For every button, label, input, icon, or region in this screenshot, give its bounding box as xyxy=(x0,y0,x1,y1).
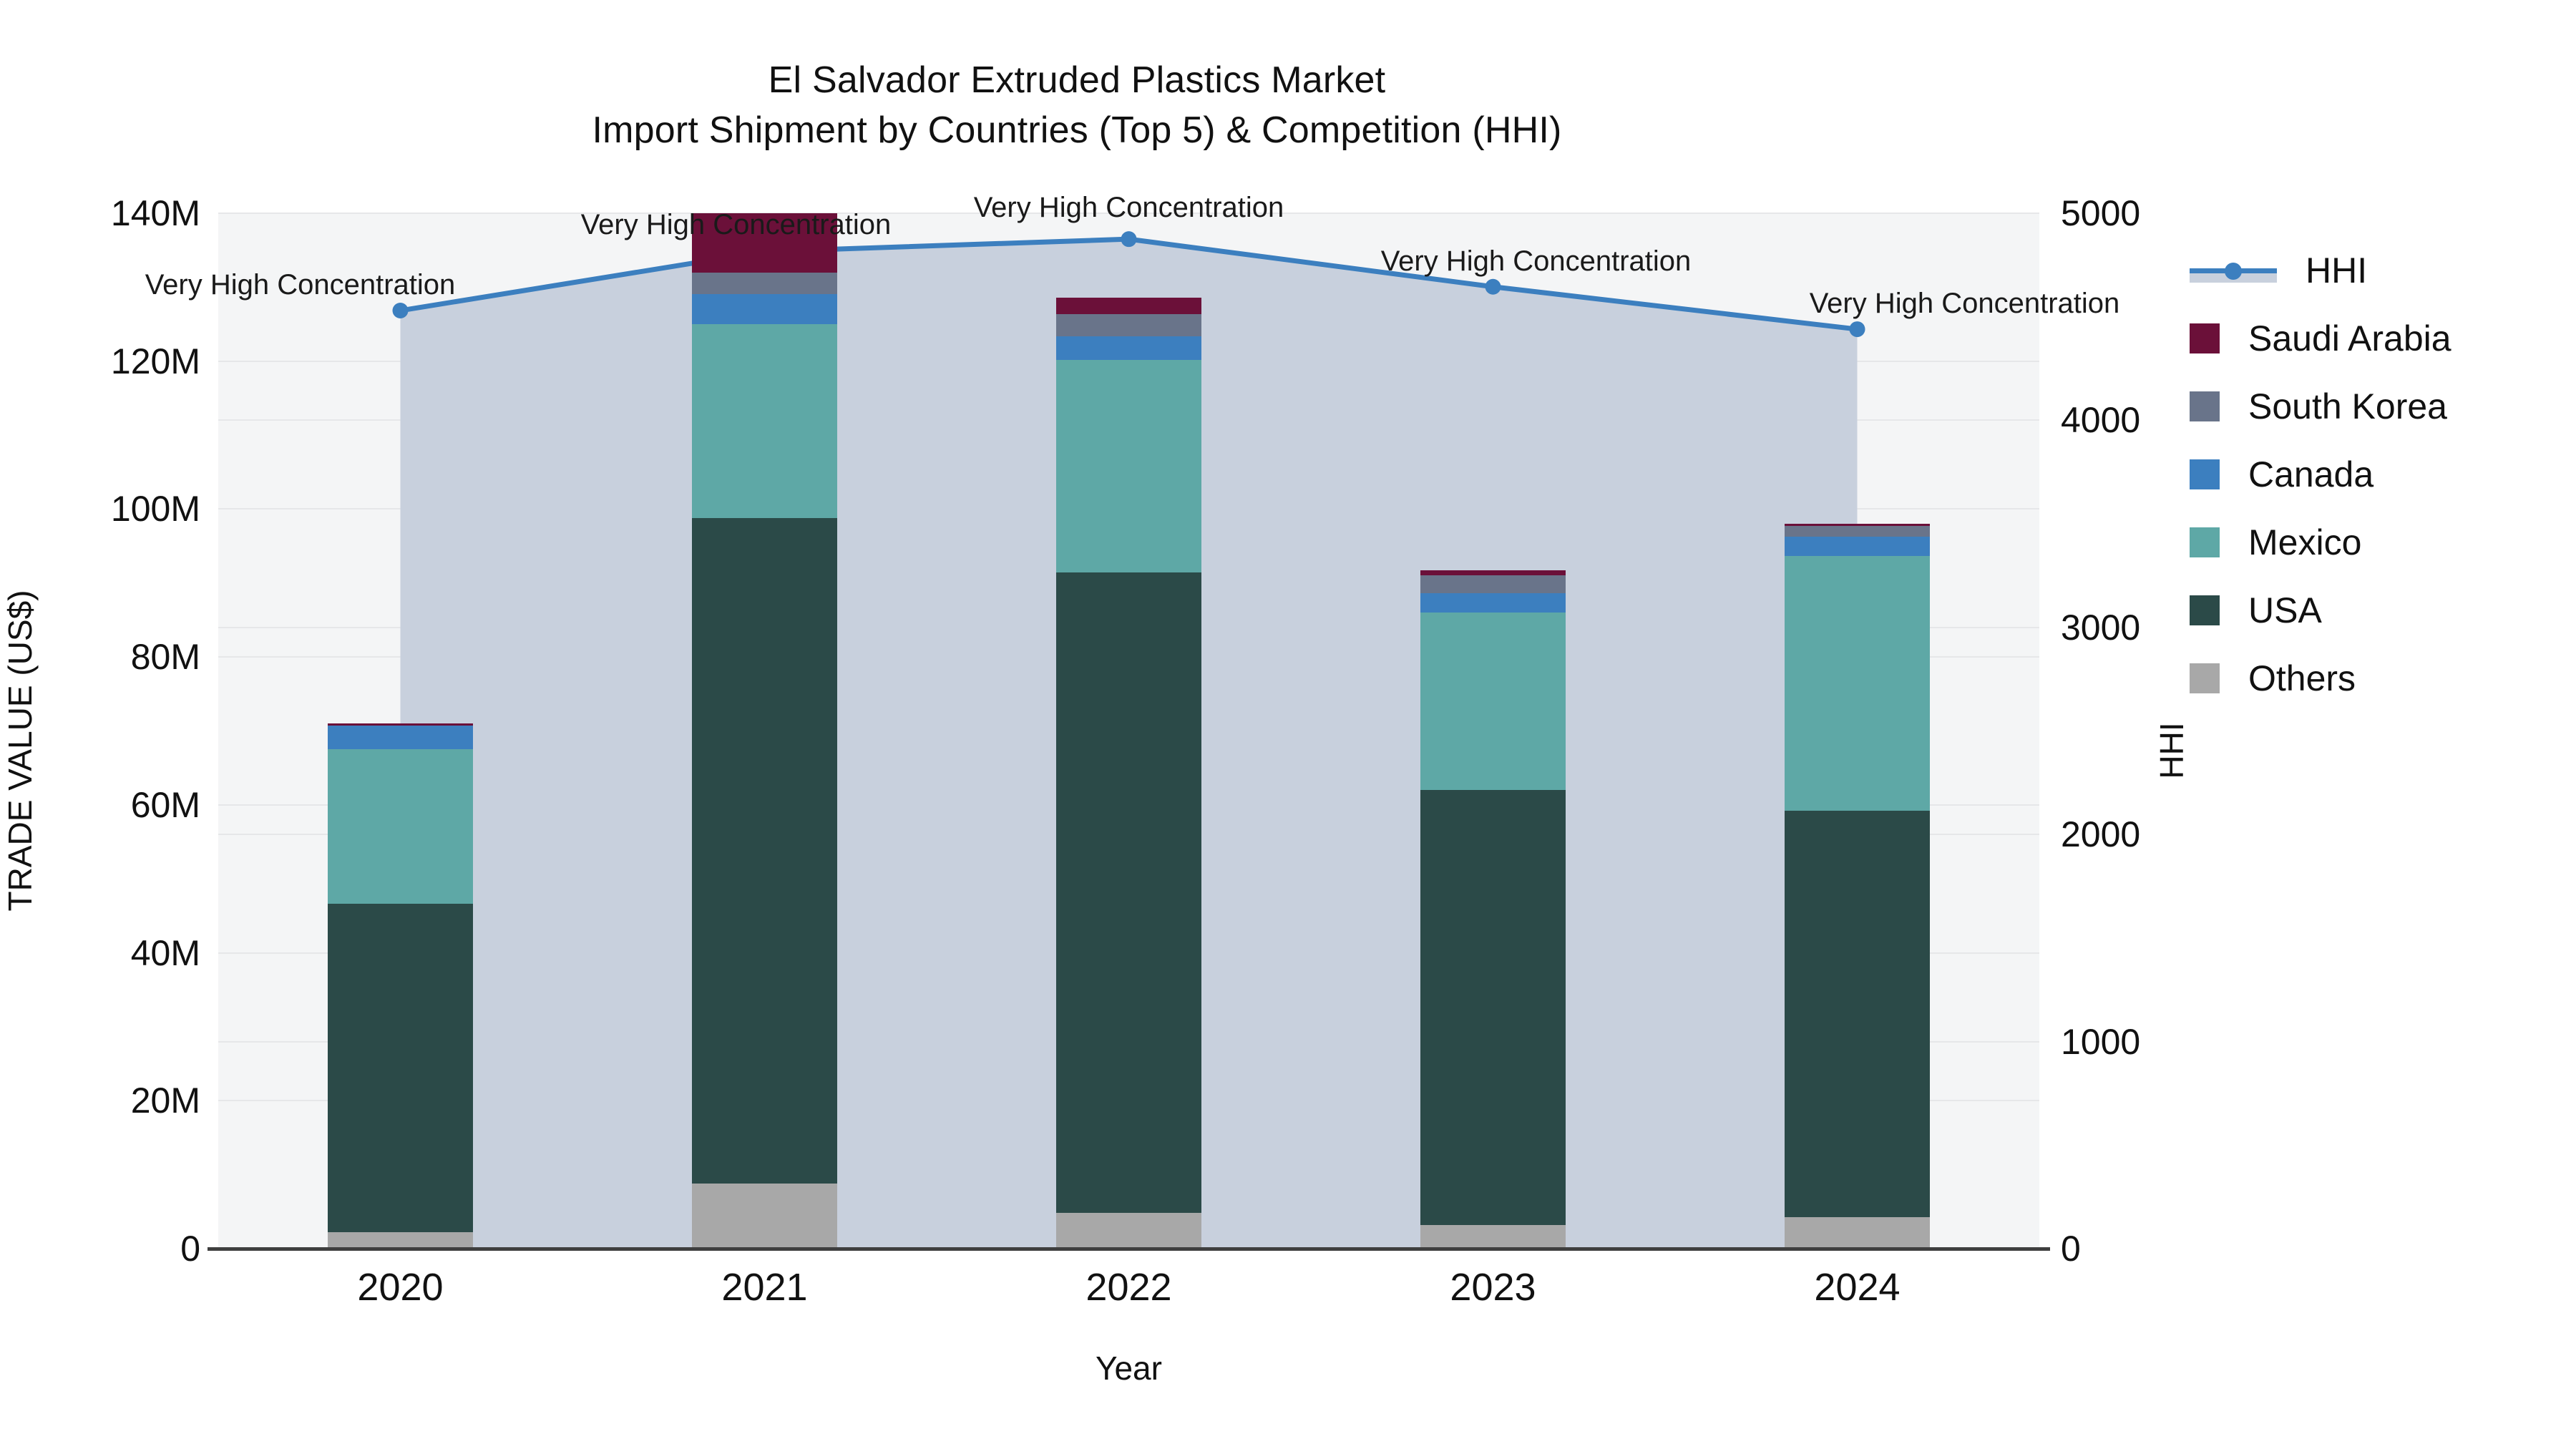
legend-swatch xyxy=(2190,527,2220,557)
bar-segment-others[interactable] xyxy=(691,1184,838,1249)
y-axis-right-tick-label: 2000 xyxy=(2061,814,2141,855)
legend-label: South Korea xyxy=(2248,386,2447,426)
bar-segment-canada[interactable] xyxy=(1784,536,1931,556)
y-axis-left-tick-label: 140M xyxy=(110,193,200,233)
bar-segment-mexico[interactable] xyxy=(1055,359,1202,573)
x-axis-tick-label: 2022 xyxy=(1085,1266,1172,1309)
y-axis-right-tick-label: 0 xyxy=(2061,1229,2081,1269)
y-axis-right-tick-label: 3000 xyxy=(2061,607,2141,648)
bar-stack[interactable] xyxy=(327,213,474,1249)
bar-segment-south-korea[interactable] xyxy=(1784,526,1931,537)
bar-segment-canada[interactable] xyxy=(1420,593,1566,613)
bar-stack[interactable] xyxy=(1420,213,1566,1249)
chart-title-line-2: Import Shipment by Countries (Top 5) & C… xyxy=(592,109,1562,151)
x-axis-tick-label: 2023 xyxy=(1450,1266,1536,1309)
y-axis-left-tick-label: 0 xyxy=(180,1229,200,1269)
y-axis-left-tick-label: 40M xyxy=(130,932,200,973)
legend-item-mexico[interactable]: Mexico xyxy=(2190,508,2451,576)
bar-segment-usa[interactable] xyxy=(1784,811,1931,1217)
concentration-annotation: Very High Concentration xyxy=(1809,288,2120,320)
x-axis-title: Year xyxy=(1096,1350,1162,1387)
legend-label: Others xyxy=(2248,658,2356,698)
bar-segment-others[interactable] xyxy=(1784,1216,1931,1249)
bar-segment-saudi-arabia[interactable] xyxy=(327,723,474,726)
legend-item-hhi[interactable]: HHI xyxy=(2190,236,2451,304)
concentration-annotation: Very High Concentration xyxy=(1380,245,1692,277)
bar-segment-saudi-arabia[interactable] xyxy=(1420,570,1566,576)
y-axis-left-tick-label: 60M xyxy=(130,784,200,825)
x-axis-line xyxy=(208,1247,2050,1251)
x-axis-tick-label: 2024 xyxy=(1814,1266,1901,1309)
legend-swatch xyxy=(2190,663,2220,693)
chart-legend: HHI Saudi Arabia South Korea Canada Mexico US… xyxy=(2190,236,2451,712)
bar-segment-saudi-arabia[interactable] xyxy=(691,213,838,273)
bar-stack[interactable] xyxy=(1784,213,1931,1249)
y-axis-left-tick-label: 80M xyxy=(130,637,200,678)
y-axis-right-tick-label: 5000 xyxy=(2061,193,2141,233)
bar-segment-usa[interactable] xyxy=(1055,572,1202,1214)
y-axis-right-tick-label: 1000 xyxy=(2061,1021,2141,1062)
bar-segment-others[interactable] xyxy=(327,1232,474,1249)
bar-segment-saudi-arabia[interactable] xyxy=(1784,524,1931,527)
bar-segment-mexico[interactable] xyxy=(691,324,838,518)
legend-line-dot xyxy=(2225,262,2242,280)
bar-segment-canada[interactable] xyxy=(1055,336,1202,360)
bar-segment-mexico[interactable] xyxy=(1420,613,1566,791)
x-axis-tick-label: 2021 xyxy=(721,1266,808,1309)
legend-label: Mexico xyxy=(2248,522,2362,562)
bar-stack[interactable] xyxy=(1055,213,1202,1249)
legend-swatch xyxy=(2190,391,2220,421)
bar-segment-south-korea[interactable] xyxy=(1420,575,1566,594)
bar-segment-usa[interactable] xyxy=(691,517,838,1184)
bar-segment-usa[interactable] xyxy=(327,904,474,1233)
hhi-data-point[interactable] xyxy=(1485,278,1501,295)
legend-item-south-korea[interactable]: South Korea xyxy=(2190,372,2451,440)
bar-segment-south-korea[interactable] xyxy=(691,272,838,294)
legend-label: HHI xyxy=(2306,250,2368,291)
bar-segment-mexico[interactable] xyxy=(1784,555,1931,811)
concentration-annotation: Very High Concentration xyxy=(145,269,456,301)
y-axis-left-title: TRADE VALUE (US$) xyxy=(1,590,39,912)
bar-segment-south-korea[interactable] xyxy=(1055,313,1202,336)
y-axis-left-tick-label: 20M xyxy=(130,1080,200,1121)
legend-item-canada[interactable]: Canada xyxy=(2190,440,2451,508)
legend-item-saudi-arabia[interactable]: Saudi Arabia xyxy=(2190,304,2451,372)
concentration-annotation: Very High Concentration xyxy=(973,192,1284,224)
chart-title-line-1: El Salvador Extruded Plastics Market xyxy=(768,59,1386,101)
y-axis-right-title: HHI xyxy=(2153,722,2190,779)
legend-swatch xyxy=(2190,323,2220,353)
hhi-data-point[interactable] xyxy=(1849,321,1865,338)
bar-segment-mexico[interactable] xyxy=(327,749,474,904)
bar-segment-usa[interactable] xyxy=(1420,790,1566,1225)
y-axis-left-tick-label: 120M xyxy=(110,341,200,381)
legend-item-usa[interactable]: USA xyxy=(2190,576,2451,644)
legend-label: Canada xyxy=(2248,454,2374,494)
bar-segment-canada[interactable] xyxy=(691,293,838,325)
bar-segment-others[interactable] xyxy=(1055,1213,1202,1249)
legend-swatch xyxy=(2190,595,2220,625)
bar-segment-others[interactable] xyxy=(1420,1224,1566,1249)
legend-label: Saudi Arabia xyxy=(2248,318,2451,358)
legend-line-marker xyxy=(2190,255,2277,286)
concentration-annotation: Very High Concentration xyxy=(580,208,892,240)
y-axis-left-tick-label: 100M xyxy=(110,489,200,530)
hhi-data-point[interactable] xyxy=(392,303,409,319)
chart-title: El Salvador Extruded Plastics Market Imp… xyxy=(0,56,2154,155)
bar-segment-saudi-arabia[interactable] xyxy=(1055,297,1202,314)
x-axis-tick-label: 2020 xyxy=(357,1266,444,1309)
gridline-secondary xyxy=(218,213,2039,214)
legend-item-others[interactable]: Others xyxy=(2190,644,2451,712)
bar-segment-canada[interactable] xyxy=(327,726,474,750)
bar-stack[interactable] xyxy=(691,213,838,1249)
legend-swatch xyxy=(2190,459,2220,489)
legend-label: USA xyxy=(2248,590,2322,630)
y-axis-right-tick-label: 4000 xyxy=(2061,400,2141,441)
hhi-data-point[interactable] xyxy=(1121,231,1137,248)
